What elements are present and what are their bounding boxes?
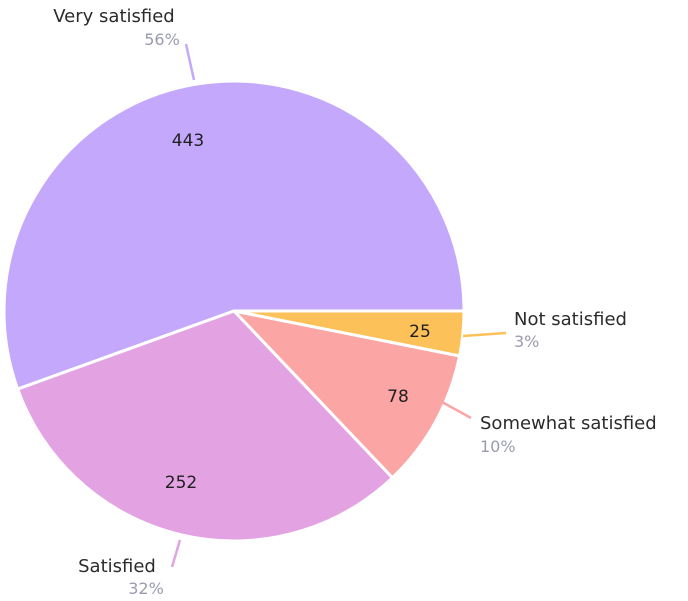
pie-slice-somewhat-satisfied: [232, 309, 462, 480]
leader-line-not-satisfied: [462, 331, 507, 338]
category-label-very-satisfied: Very satisfied: [53, 6, 174, 27]
leader-line-satisfied: [170, 539, 182, 568]
value-label-satisfied: 252: [165, 473, 197, 493]
leader-line-somewhat-satisfied: [441, 400, 472, 420]
value-label-somewhat-satisfied: 78: [387, 387, 409, 407]
category-label-satisfied: Satisfied: [78, 556, 156, 577]
pie-slice-satisfied: [16, 309, 394, 543]
percent-label-not-satisfied: 3%: [514, 332, 539, 351]
pie-slices: [2, 79, 466, 543]
value-labels: 443 25 78 252: [165, 131, 431, 493]
pie-slice-very-satisfied: [2, 79, 466, 391]
value-label-not-satisfied: 25: [409, 322, 431, 342]
leader-lines: [170, 43, 507, 568]
leader-line-very-satisfied: [184, 43, 196, 81]
percent-label-very-satisfied: 56%: [144, 30, 180, 49]
category-label-somewhat-satisfied: Somewhat satisfied: [480, 413, 657, 434]
category-label-not-satisfied: Not satisfied: [514, 309, 627, 330]
percent-label-somewhat-satisfied: 10%: [480, 437, 516, 456]
value-label-very-satisfied: 443: [172, 131, 204, 151]
percent-label-satisfied: 32%: [128, 579, 164, 598]
category-labels: Very satisfied 56% Not satisfied 3% Somewhat…: [53, 6, 656, 598]
